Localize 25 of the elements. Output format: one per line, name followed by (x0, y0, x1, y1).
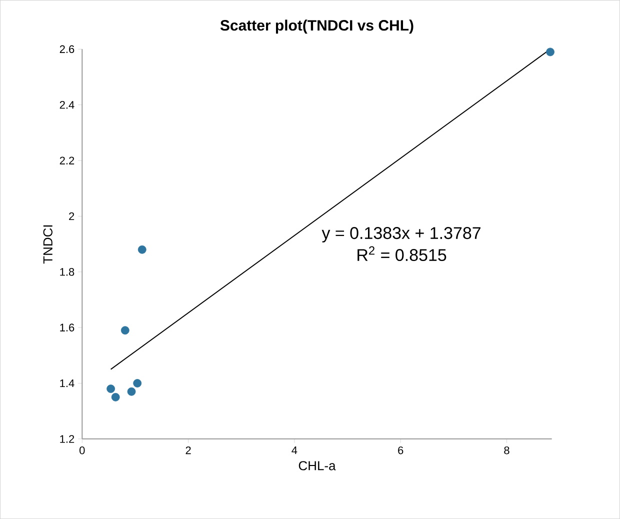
x-tick-label: 4 (292, 446, 298, 454)
x-tick-label: 0 (80, 446, 85, 454)
y-tick-label: 2.6 (60, 45, 74, 54)
x-tick-label: 2 (186, 446, 191, 454)
y-tick-label: 1.8 (60, 268, 74, 276)
x-tick-label: 6 (398, 446, 404, 454)
chart-title: Scatter plot(TNDCI vs CHL) (220, 20, 414, 34)
annotation: y = 0.1383x + 1.3787 (322, 227, 480, 242)
y-tick-label: 1.2 (60, 435, 74, 443)
annotation: R$^{2}$ = 0.8515 (358, 246, 446, 262)
y-tick-label: 1.4 (60, 379, 74, 387)
y-tick-label: 1.6 (60, 324, 74, 332)
point (138, 245, 146, 254)
point (546, 48, 554, 56)
y-axis-title: TNDCI (43, 225, 52, 264)
point (133, 379, 142, 388)
y-tick-label: 2.4 (60, 100, 74, 109)
y-tick-label: 2.2 (60, 156, 74, 164)
point (127, 387, 136, 396)
point (106, 384, 116, 393)
y-tick-label: 2 (69, 212, 74, 220)
x-tick-label: 8 (504, 446, 510, 454)
point (120, 326, 130, 335)
x-axis-title: CHL-a (298, 461, 336, 470)
point (111, 392, 120, 402)
